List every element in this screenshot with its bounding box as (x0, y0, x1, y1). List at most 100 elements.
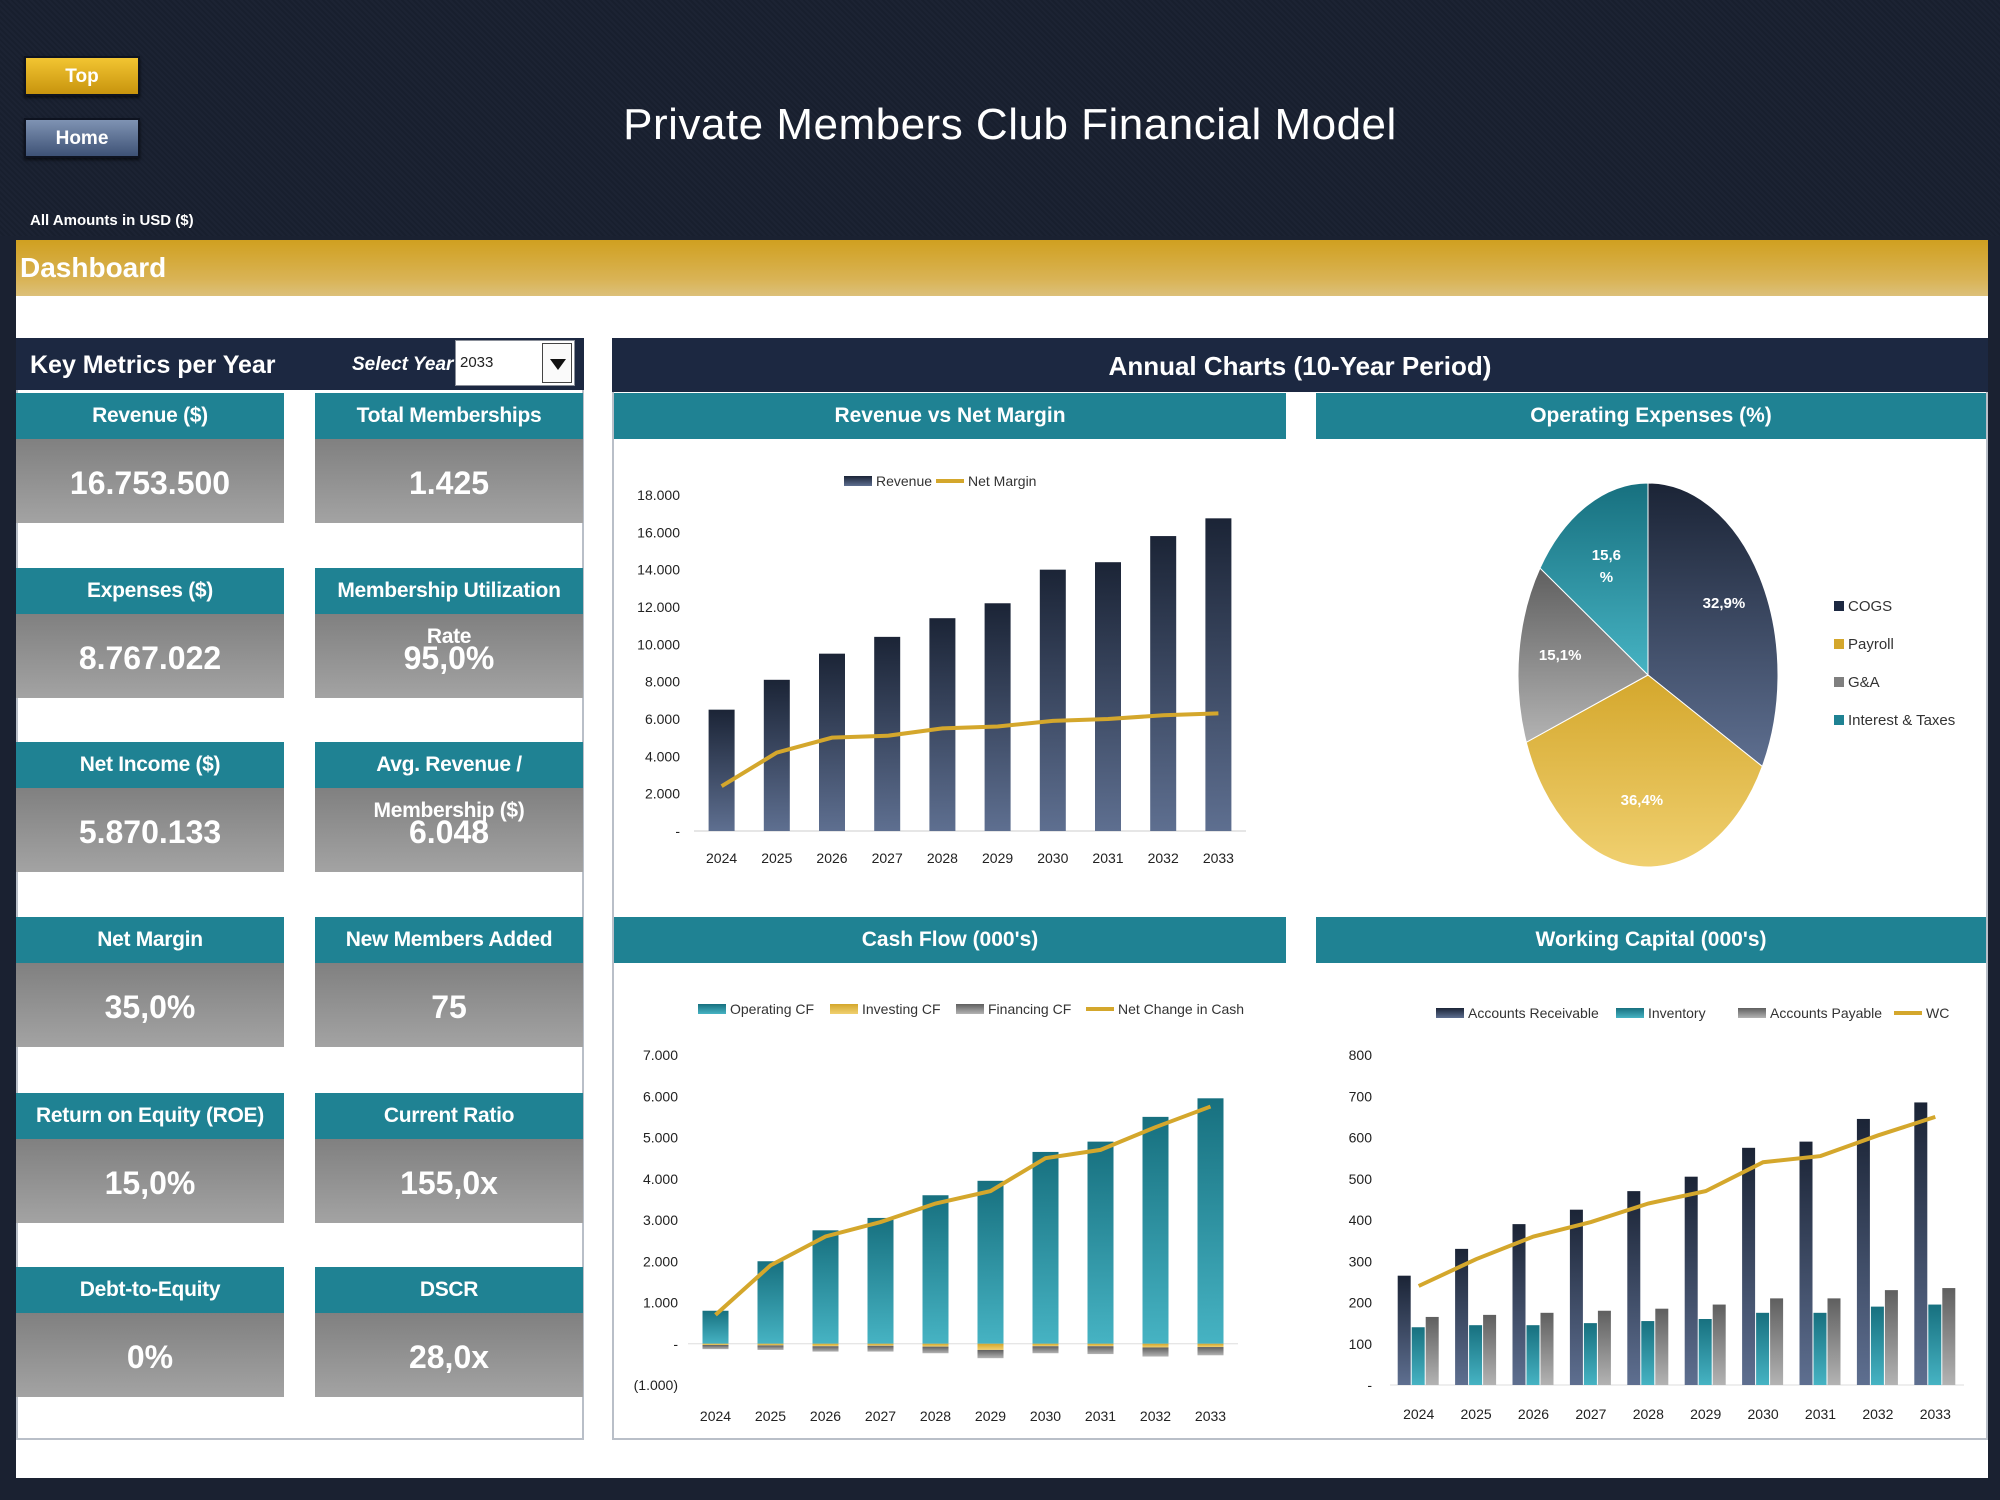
receivable-bar (1569, 1209, 1583, 1385)
y-tick-label: 12.000 (637, 599, 680, 615)
pie-slice (1517, 567, 1649, 744)
kpi-label: Net Margin (16, 917, 284, 963)
kpi-expenses: Expenses ($) 8.767.022 (16, 568, 284, 698)
kpi-value: 6.048 (315, 788, 583, 872)
financing-cf-bar (757, 1345, 784, 1350)
working-capital-chart: Accounts Receivable Inventory Accounts Pay… (1349, 1005, 1964, 1422)
kpi-value: 15,0% (16, 1139, 284, 1223)
pie-value-label: % (1600, 569, 1613, 586)
operating-cf-bar (702, 1310, 729, 1344)
home-button[interactable]: Home (24, 118, 140, 158)
legend-label: Net Margin (968, 473, 1036, 489)
x-tick-label: 2030 (1030, 1408, 1061, 1424)
kpi-label: Net Income ($) (16, 742, 284, 788)
kpi-new-members: New Members Added 75 (315, 917, 583, 1047)
kpi-value: 75 (315, 963, 583, 1047)
financing-cf-bar (977, 1349, 1004, 1359)
units-note: All Amounts in USD ($) (30, 212, 194, 229)
x-tick-label: 2033 (1195, 1408, 1226, 1424)
operating-cf-bar (1087, 1141, 1114, 1344)
legend-swatch (1834, 715, 1844, 725)
y-tick-label: 6.000 (645, 711, 680, 727)
kpi-label: DSCR (315, 1267, 583, 1313)
x-tick-label: 2030 (1748, 1406, 1779, 1422)
financing-cf-bar (1142, 1347, 1169, 1357)
y-tick-label: 200 (1349, 1295, 1373, 1311)
y-tick-label: 600 (1349, 1130, 1373, 1146)
legend-label: Revenue (876, 473, 932, 489)
revenue-bar (929, 618, 956, 831)
investing-cf-bar (977, 1343, 1004, 1350)
operating-cf-bar (922, 1195, 949, 1344)
operating-cf-bar (977, 1180, 1004, 1344)
kpi-value: 35,0% (16, 963, 284, 1047)
receivable-bar (1742, 1147, 1756, 1385)
revenue-bar (1205, 518, 1232, 831)
investing-cf-bar (922, 1343, 949, 1347)
x-tick-label: 2031 (1085, 1408, 1116, 1424)
kpi-label: Return on Equity (ROE) (16, 1093, 284, 1139)
key-metrics-title: Key Metrics per Year (30, 351, 276, 379)
y-tick-label: 800 (1349, 1047, 1373, 1063)
operating-cf-bar (867, 1217, 894, 1344)
legend-label: COGS (1848, 598, 1892, 615)
payable-bar (1770, 1298, 1784, 1385)
legend-label: WC (1926, 1005, 1949, 1021)
legend-swatch (1834, 639, 1844, 649)
dropdown-arrow-icon[interactable] (542, 343, 572, 383)
pie-slice (1539, 482, 1649, 677)
footer-strip (0, 1478, 2000, 1500)
x-tick-label: 2032 (1862, 1406, 1893, 1422)
inventory-bar (1526, 1325, 1540, 1385)
financing-cf-bar (812, 1346, 839, 1352)
kpi-revenue: Revenue ($) 16.753.500 (16, 393, 284, 523)
x-tick-label: 2032 (1148, 850, 1179, 866)
kpi-label: Membership Utilization Rate (315, 568, 583, 648)
chart-title-revenue: Revenue vs Net Margin (614, 393, 1286, 439)
y-tick-label: - (673, 1336, 678, 1352)
receivable-bar (1455, 1248, 1469, 1385)
y-tick-label: 500 (1349, 1171, 1373, 1187)
kpi-debt-to-equity: Debt-to-Equity 0% (16, 1267, 284, 1397)
x-tick-label: 2025 (755, 1408, 786, 1424)
top-button[interactable]: Top (24, 56, 140, 96)
receivable-bar (1914, 1102, 1928, 1385)
legend-swatch (1738, 1008, 1766, 1018)
kpi-value: 95,0% (315, 614, 583, 698)
financing-cf-bar (1087, 1346, 1114, 1355)
cash-flow-chart: Operating CF Investing CF Financing CF Net … (634, 1001, 1244, 1424)
financing-cf-bar (922, 1346, 949, 1354)
legend-swatch (830, 1004, 858, 1014)
x-tick-label: 2028 (1633, 1406, 1664, 1422)
y-tick-label: 10.000 (637, 636, 680, 652)
legend-label: Interest & Taxes (1848, 712, 1955, 729)
y-tick-label: 4.000 (643, 1171, 678, 1187)
annual-charts-panel (612, 338, 1988, 1440)
y-tick-label: 2.000 (643, 1253, 678, 1269)
x-tick-label: 2028 (920, 1408, 951, 1424)
year-select[interactable]: 2033 (455, 340, 575, 386)
financing-cf-bar (1032, 1346, 1059, 1354)
legend-label: Accounts Payable (1770, 1005, 1882, 1021)
kpi-membership-utilization: Membership Utilization Rate 95,0% (315, 568, 583, 698)
x-tick-label: 2029 (1690, 1406, 1721, 1422)
legend-label: Operating CF (730, 1001, 814, 1017)
x-tick-label: 2031 (1092, 850, 1123, 866)
net-margin-line (720, 711, 1219, 788)
x-tick-label: 2024 (700, 1408, 731, 1424)
kpi-net-margin: Net Margin 35,0% (16, 917, 284, 1047)
kpi-net-income: Net Income ($) 5.870.133 (16, 742, 284, 872)
y-tick-label: 400 (1349, 1212, 1373, 1228)
x-tick-label: 2026 (810, 1408, 841, 1424)
y-tick-label: 100 (1349, 1336, 1373, 1352)
operating-cf-bar (812, 1230, 839, 1344)
operating-cf-bar (1032, 1151, 1059, 1344)
x-tick-label: 2028 (927, 850, 958, 866)
pie-slice (1525, 674, 1763, 868)
y-tick-label: 16.000 (637, 524, 680, 540)
pie-value-label: 32,9% (1703, 595, 1746, 612)
payable-bar (1483, 1314, 1497, 1385)
inventory-bar (1469, 1325, 1483, 1385)
x-tick-label: 2026 (1518, 1406, 1549, 1422)
legend-swatch (1436, 1008, 1464, 1018)
